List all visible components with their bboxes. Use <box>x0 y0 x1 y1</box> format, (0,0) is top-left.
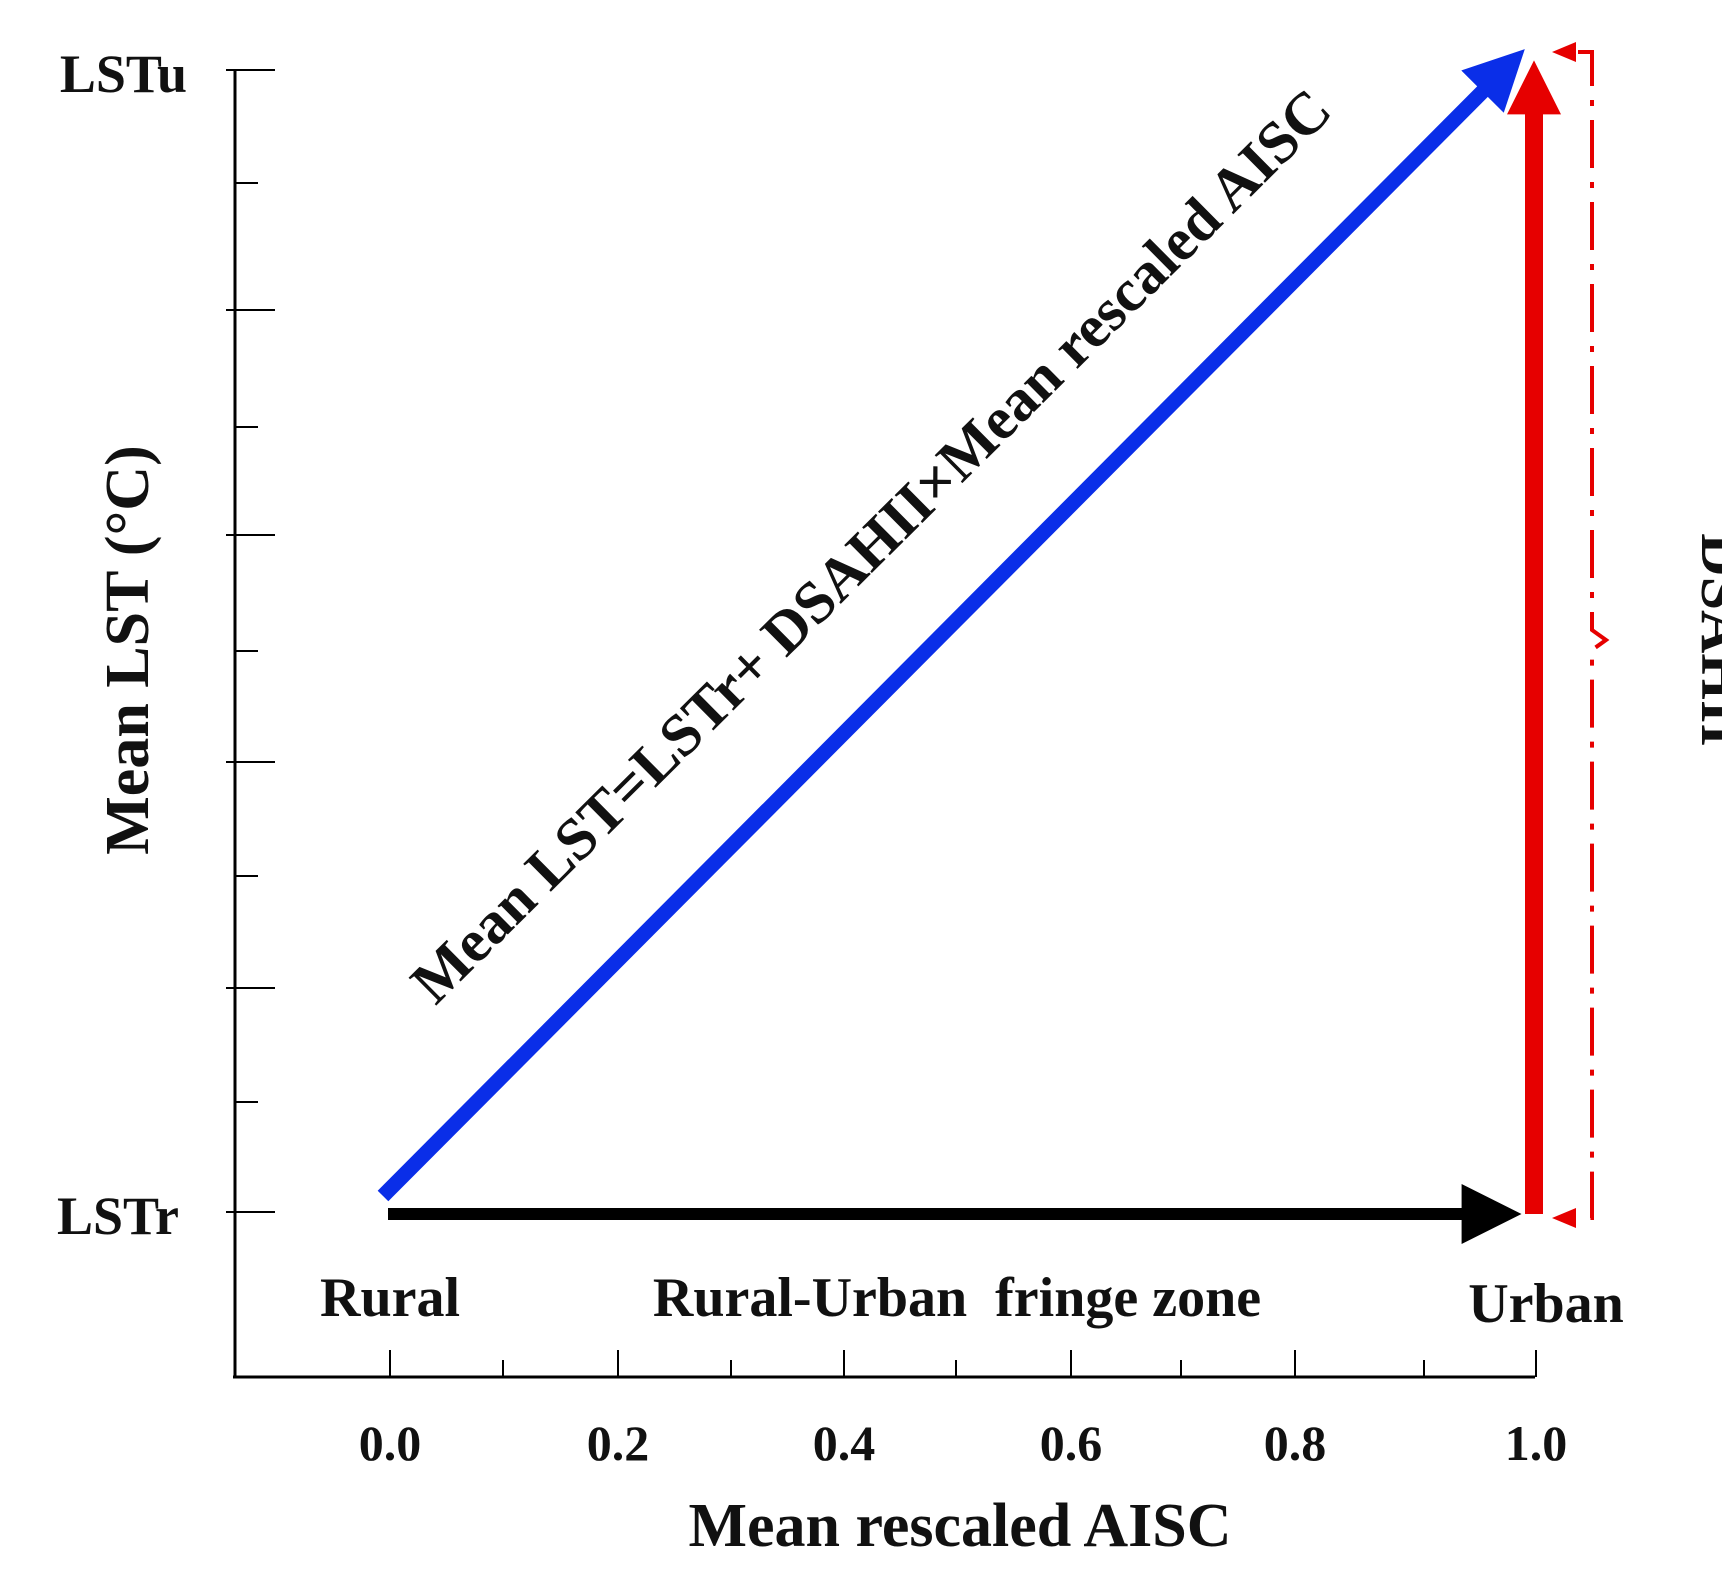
x-axis-ticks <box>389 1350 1537 1377</box>
equation-label: Mean LST=LSTr+ DSAHII×Mean rescaled AISC <box>398 76 1344 1016</box>
x-tick-labels: 0.0 0.2 0.4 0.6 0.8 1.0 <box>359 1415 1568 1471</box>
x-tick-label: 1.0 <box>1505 1415 1568 1471</box>
blue-diagonal-arrow <box>377 49 1525 1202</box>
x-tick-label: 0.2 <box>587 1415 650 1471</box>
y-axis-ticks <box>226 69 275 1213</box>
x-tick-label: 0.4 <box>813 1415 876 1471</box>
zone-label-rural: Rural <box>320 1267 460 1329</box>
dsahii-label: DSAHII <box>1689 533 1722 746</box>
y-top-tick-label: LSTu <box>60 44 187 104</box>
x-tick-label: 0.0 <box>359 1415 422 1471</box>
zone-label-urban: Urban <box>1468 1273 1624 1335</box>
dsahii-bracket <box>1552 42 1610 1228</box>
y-axis-label: Mean LST (°C) <box>94 445 162 854</box>
y-bottom-tick-label: LSTr <box>57 1186 179 1246</box>
x-tick-label: 0.6 <box>1040 1415 1103 1471</box>
x-tick-label: 0.8 <box>1264 1415 1327 1471</box>
x-axis-label: Mean rescaled AISC <box>688 1492 1231 1560</box>
zone-label-fringe: Rural-Urban fringe zone <box>653 1267 1261 1329</box>
